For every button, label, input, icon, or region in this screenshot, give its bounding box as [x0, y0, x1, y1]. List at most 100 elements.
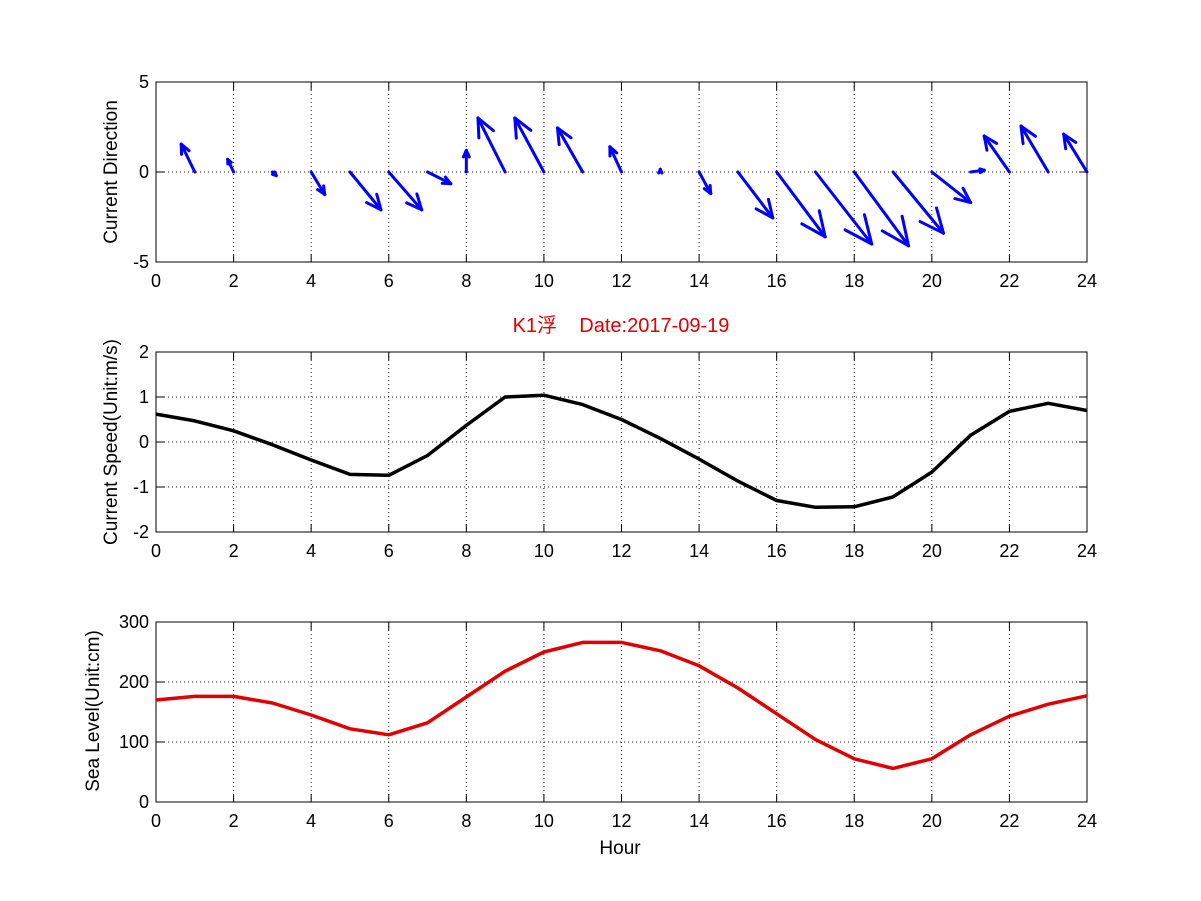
- current-arrow-shaft: [555, 126, 585, 174]
- current-arrow: [657, 167, 664, 175]
- current-direction-x-tick-label: 16: [767, 271, 787, 291]
- sea-level-xlabel: Hour: [599, 838, 641, 859]
- current-arrow-head: [1019, 124, 1025, 146]
- current-arrow: [348, 170, 383, 212]
- current-arrow: [461, 148, 471, 174]
- current-arrow-head: [179, 142, 191, 153]
- sea-level-axes-box: [155, 621, 1088, 803]
- current-direction-ticks: 0 2 4 6 8 10 12 14 16 18 20 22 24-505: [133, 72, 1097, 291]
- current-arrow: [555, 126, 585, 174]
- current-speed-ylabel: Current Speed(Unit:m/s): [101, 339, 122, 545]
- current-speed-x-tick-label: 2: [229, 541, 239, 561]
- current-arrow-head: [961, 186, 973, 205]
- current-direction-panel: 0 2 4 6 8 10 12 14 16 18 20 22 24-505 Current Direct…: [101, 72, 1097, 291]
- current-arrow-shaft: [476, 116, 507, 174]
- chart-title: K1浮 Date:2017-09-19: [513, 314, 730, 337]
- sea-level-x-tick-label: 12: [611, 811, 631, 831]
- sea-level-y-tick-label: 100: [119, 732, 149, 752]
- current-arrow: [476, 116, 507, 174]
- current-speed-y-tick-label: 2: [139, 342, 149, 362]
- current-speed-x-tick-label: 6: [384, 541, 394, 561]
- current-arrow-head: [405, 201, 424, 212]
- sea-level-ylabel: Sea Level(Unit:cm): [83, 630, 104, 792]
- current-arrow-shaft: [982, 134, 1011, 174]
- current-arrow: [270, 170, 278, 178]
- current-arrow: [775, 170, 827, 239]
- current-arrow-head: [365, 201, 383, 212]
- current-arrow-shaft: [309, 170, 327, 196]
- sea-level-x-tick-label: 20: [922, 811, 942, 831]
- current-arrow-shaft: [513, 116, 546, 174]
- current-direction-x-tick-label: 6: [384, 271, 394, 291]
- current-arrow-head: [513, 116, 518, 140]
- current-arrow-head: [800, 222, 827, 239]
- current-arrow-head: [918, 220, 945, 235]
- current-arrow-head: [1019, 124, 1037, 138]
- current-arrow: [226, 157, 236, 174]
- current-arrow-shaft: [387, 170, 424, 212]
- current-arrow: [179, 142, 197, 174]
- current-arrow-shaft: [930, 170, 973, 205]
- current-arrow-head: [978, 168, 986, 175]
- sea-level-y-tick-label: 200: [119, 672, 149, 692]
- current-arrow: [891, 170, 945, 235]
- current-arrow-shaft: [608, 145, 623, 174]
- current-arrow-head: [476, 116, 495, 133]
- current-arrow-head: [270, 172, 278, 178]
- current-speed-y-tick-label: 1: [139, 387, 149, 407]
- current-speed-x-tick-label: 18: [844, 541, 864, 561]
- sea-level-series: [155, 640, 1088, 771]
- current-arrow: [309, 170, 327, 196]
- current-direction-ylabel: Current Direction: [101, 100, 122, 244]
- sea-level-x-tick-label: 4: [306, 811, 316, 831]
- current-arrow: [1062, 132, 1089, 174]
- sea-level-y-tick-label: 300: [119, 612, 149, 632]
- current-direction-x-tick-label: 18: [844, 271, 864, 291]
- current-arrow-head: [880, 229, 911, 248]
- current-arrow: [813, 170, 874, 246]
- current-direction-x-tick-label: 12: [611, 271, 631, 291]
- current-direction-y-tick-label: -5: [133, 252, 149, 272]
- current-arrow-head: [843, 228, 874, 246]
- sea-level-y-tick-label: 0: [139, 792, 149, 812]
- current-direction-x-tick-label: 10: [534, 271, 554, 291]
- current-arrow-head: [1062, 132, 1078, 144]
- current-arrow-head: [817, 209, 827, 239]
- current-arrow-head: [226, 157, 233, 164]
- current-speed-axes-box: [155, 351, 1088, 533]
- current-arrow-head: [316, 188, 327, 196]
- current-arrow-shaft: [1062, 132, 1089, 174]
- current-arrow-shaft: [697, 170, 713, 196]
- current-speed-y-tick-label: 0: [139, 432, 149, 452]
- sea-level-x-tick-label: 2: [229, 811, 239, 831]
- current-speed-x-tick-label: 12: [611, 541, 631, 561]
- current-direction-x-tick-label: 0: [151, 271, 161, 291]
- current-arrow-head: [464, 148, 471, 159]
- current-direction-x-tick-label: 22: [999, 271, 1019, 291]
- current-speed-x-tick-label: 24: [1077, 541, 1097, 561]
- current-speed-line: [155, 393, 1088, 510]
- current-arrow-shaft: [891, 170, 945, 235]
- sea-level-x-tick-label: 10: [534, 811, 554, 831]
- current-arrow-head: [608, 145, 619, 155]
- current-speed-x-tick-label: 22: [999, 541, 1019, 561]
- current-direction-arrows: [179, 116, 1089, 248]
- current-arrow: [982, 134, 1011, 174]
- current-speed-x-tick-label: 16: [767, 541, 787, 561]
- current-arrow-head: [953, 197, 973, 205]
- current-arrow: [513, 116, 546, 174]
- current-arrow: [930, 170, 973, 205]
- current-arrow: [736, 170, 775, 220]
- current-speed-y-tick-label: -2: [133, 522, 149, 542]
- current-arrow-head: [513, 116, 533, 132]
- current-arrow: [387, 170, 424, 212]
- current-arrow: [697, 170, 713, 196]
- current-arrow-shaft: [348, 170, 383, 212]
- current-direction-x-tick-label: 4: [306, 271, 316, 291]
- current-speed-series: [155, 393, 1088, 510]
- current-arrow: [969, 167, 986, 175]
- current-arrow-head: [766, 197, 775, 220]
